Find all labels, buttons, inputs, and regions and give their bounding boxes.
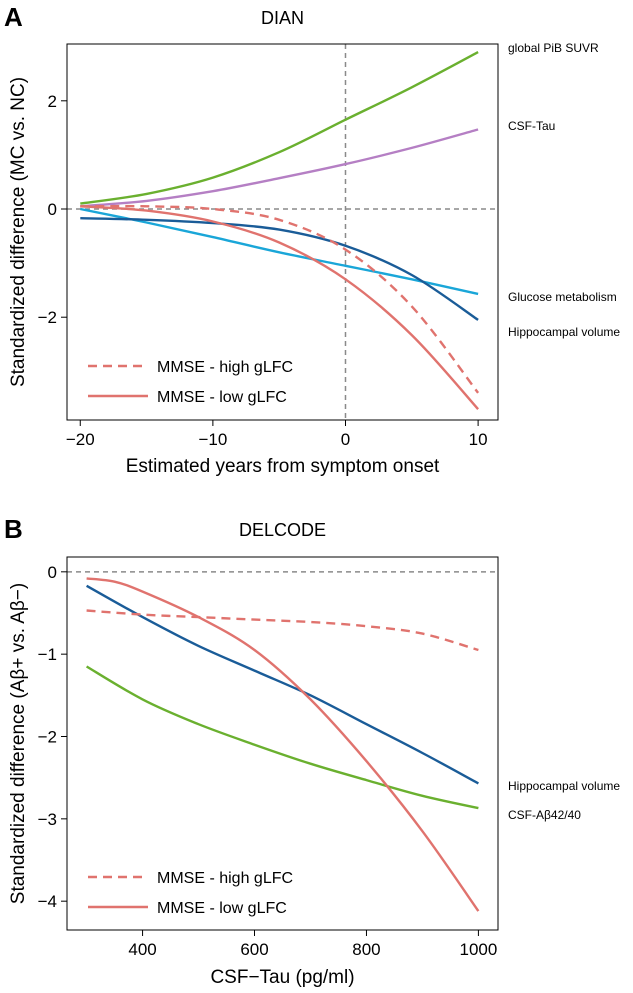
series-line-mmse-low-glfc	[80, 205, 479, 410]
y-tick-label: −3	[38, 810, 57, 829]
series-label-hippocampal-volume: Hippocampal volume	[508, 779, 620, 793]
x-tick-label: 800	[352, 940, 380, 959]
plot-frame	[66, 43, 499, 421]
chart-title: DELCODE	[239, 520, 326, 540]
x-tick-label: −20	[66, 430, 95, 449]
y-axis-label: Standardized difference (MC vs. NC)	[8, 77, 29, 387]
series-line-mmse-low-glfc	[86, 577, 480, 912]
x-tick-label: 400	[128, 940, 156, 959]
series-line-csf-tau	[80, 128, 479, 208]
y-tick-label: −4	[38, 892, 57, 911]
series-label-global-pib-suvr: global PiB SUVR	[508, 41, 599, 55]
panel-b: B DELCODE 400 600 800 1000 −4 −3 −2 −1 0 CSF−Tau (p…	[4, 514, 620, 988]
series-label-hippocampal-volume: Hippocampal volume	[508, 325, 620, 339]
legend-label-mmse-high-glfc: MMSE - high gLFC	[157, 870, 293, 887]
x-axis-label: Estimated years from symptom onset	[126, 456, 440, 477]
y-tick-label: 0	[48, 563, 57, 582]
x-tick-label: 0	[341, 430, 350, 449]
y-tick-label: 2	[48, 92, 57, 111]
y-tick-label: −1	[38, 645, 57, 664]
panel-letter: A	[4, 2, 23, 32]
panel-letter: B	[4, 514, 23, 544]
x-tick-label: 1000	[459, 940, 497, 959]
series-line-mmse-high-glfc	[80, 204, 480, 394]
series-line-hippocampal-volume	[80, 217, 479, 321]
legend-label-mmse-low-glfc: MMSE - low gLFC	[157, 389, 287, 406]
y-tick-label: 0	[48, 200, 57, 219]
y-tick-label: −2	[38, 728, 57, 747]
y-tick-label: −2	[38, 308, 57, 327]
series-label-csf-tau: CSF-Tau	[508, 119, 555, 133]
series-line-glucose-metabolism	[80, 207, 479, 296]
legend-label-mmse-low-glfc: MMSE - low gLFC	[157, 900, 287, 917]
series-label-csf-a-42-40: CSF-Aβ42/40	[508, 808, 581, 822]
chart-title: DIAN	[261, 8, 304, 28]
x-axis-label: CSF−Tau (pg/ml)	[210, 967, 354, 988]
series-line-hippocampal-volume	[86, 584, 479, 785]
x-tick-label: 10	[469, 430, 488, 449]
series-line-csf-a-42-40	[85, 665, 479, 810]
series-line-mmse-high-glfc	[86, 609, 479, 652]
x-tick-label: −10	[198, 430, 227, 449]
plot-frame	[66, 556, 499, 931]
series-line-global-pib-suvr	[80, 51, 479, 205]
y-axis-label: Standardized difference (Aβ+ vs. Aβ−)	[8, 583, 29, 904]
series-label-glucose-metabolism: Glucose metabolism	[508, 290, 617, 304]
legend-label-mmse-high-glfc: MMSE - high gLFC	[157, 359, 293, 376]
x-tick-label: 600	[240, 940, 268, 959]
